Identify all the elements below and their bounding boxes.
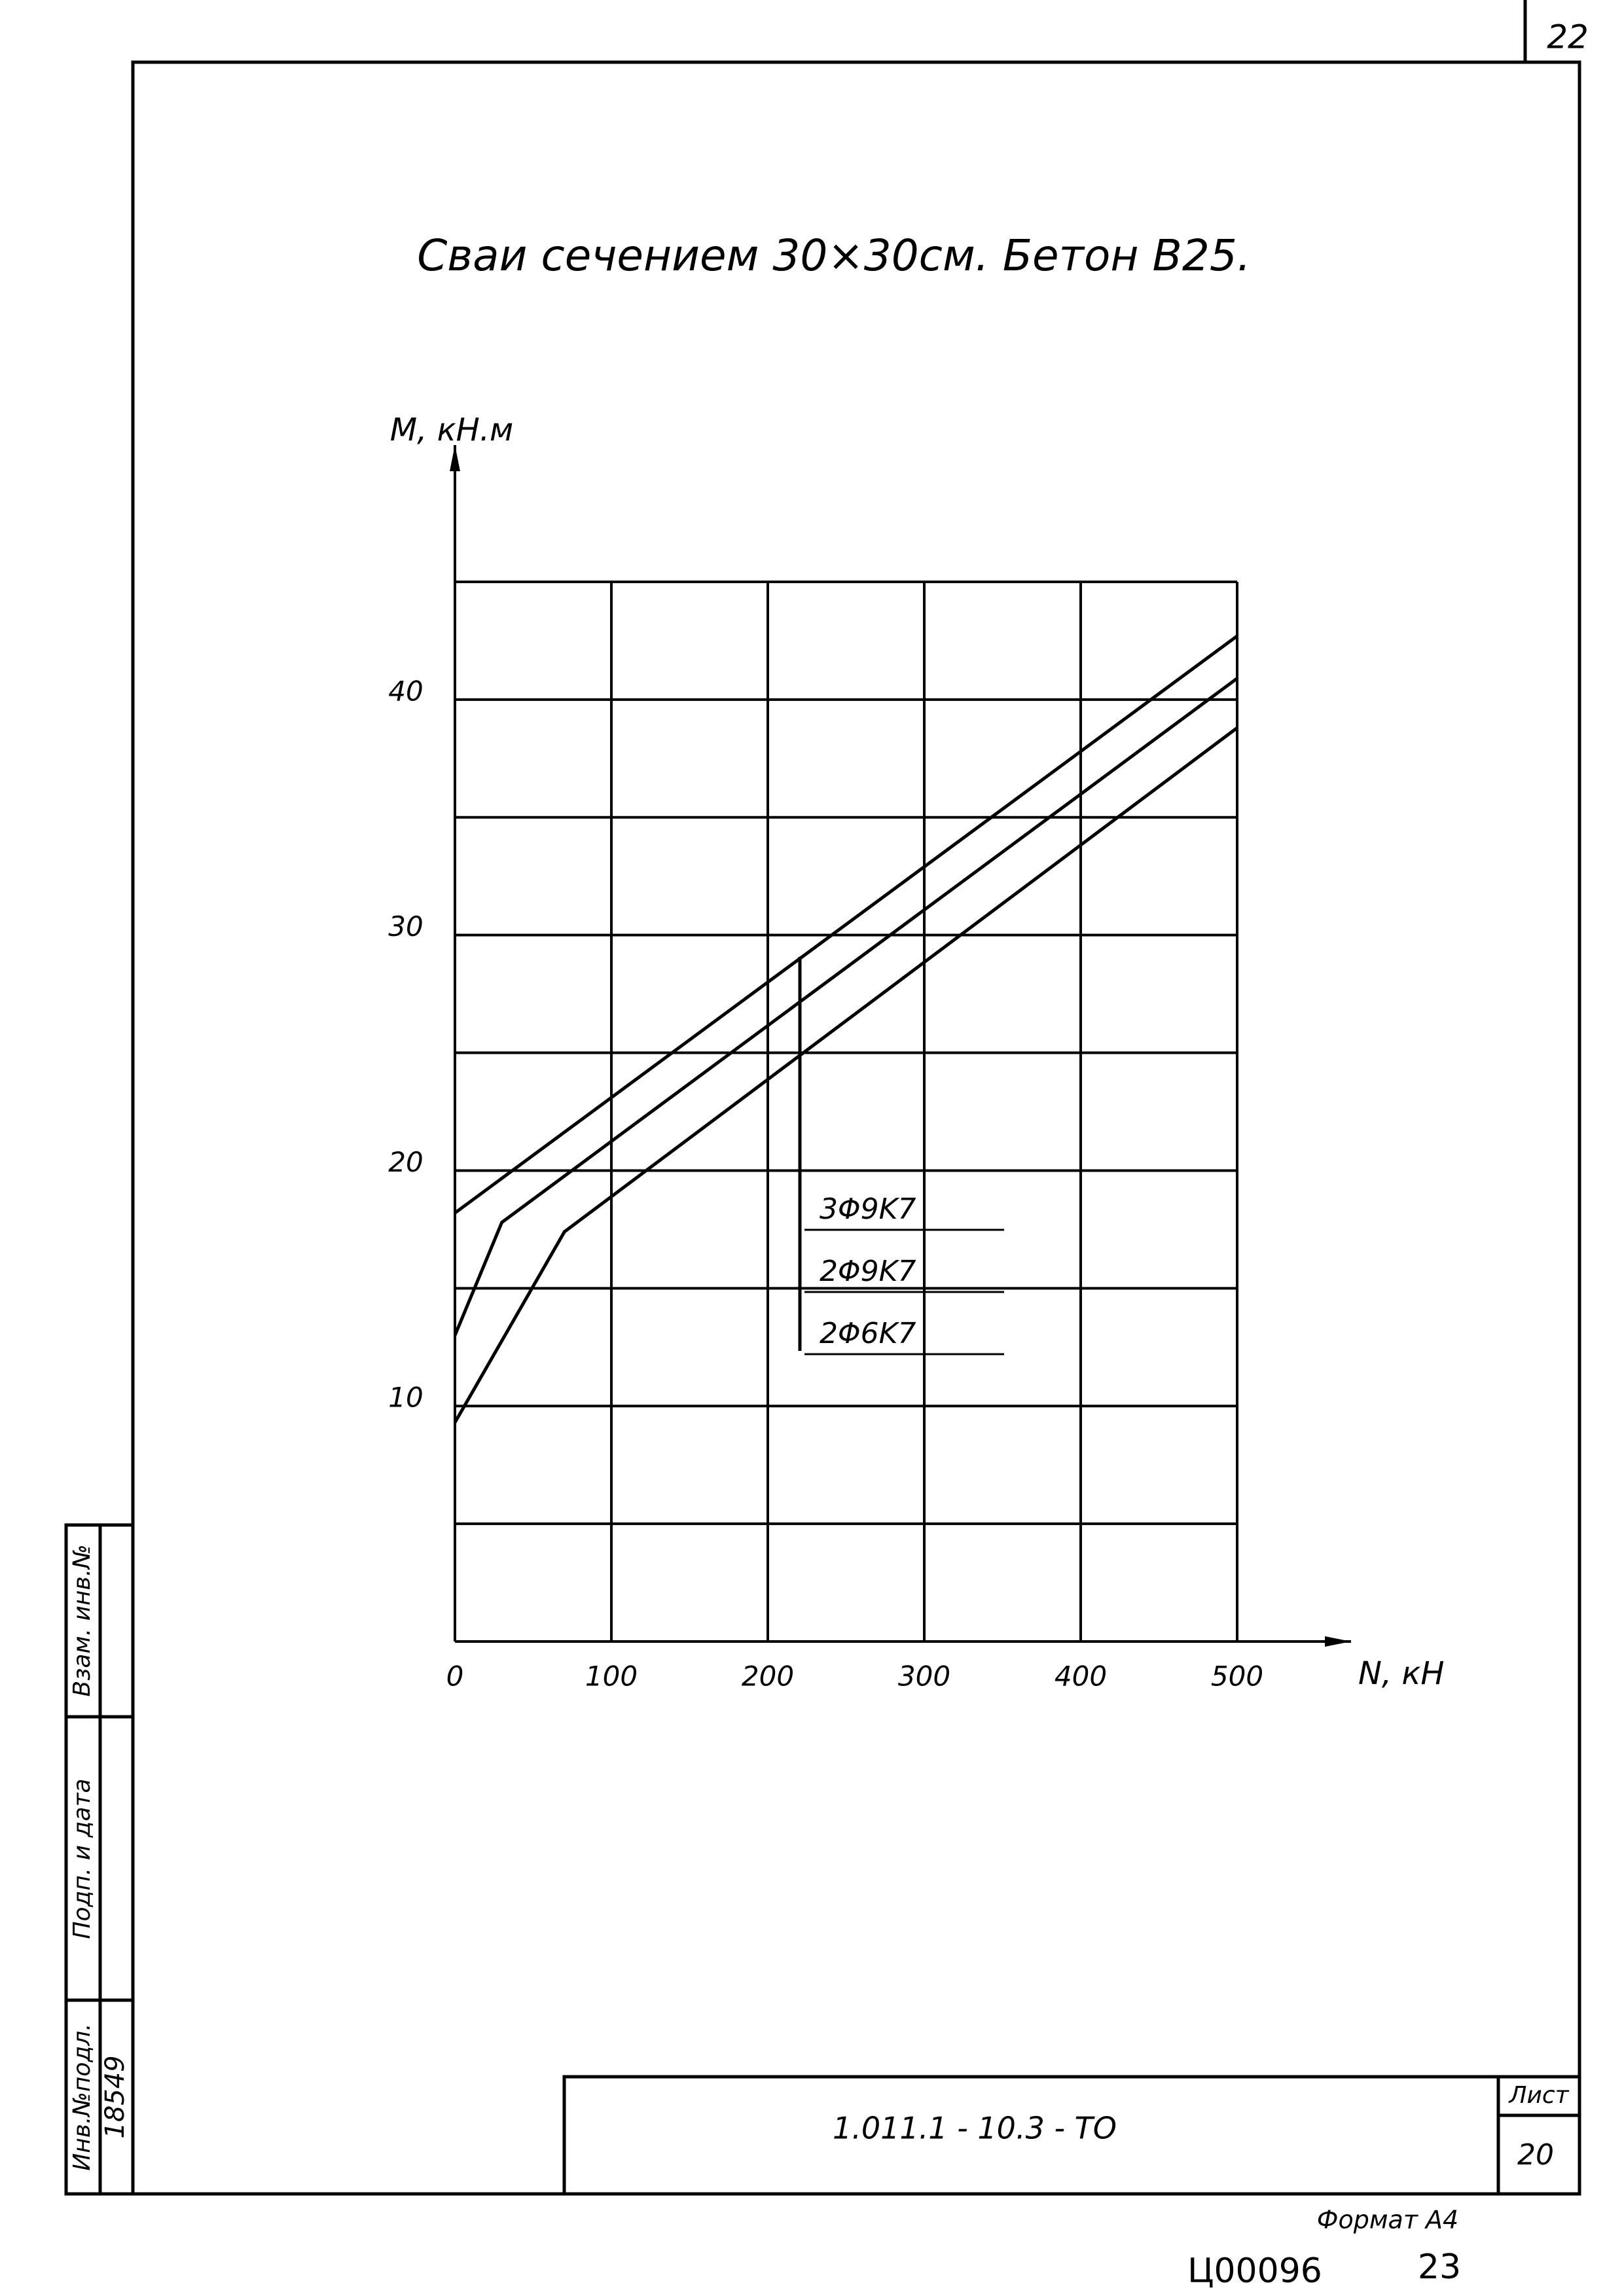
y-axis-arrow (450, 445, 460, 471)
stamp-label: Подп. и дата (69, 1778, 96, 1939)
x-tick-label: 0 (446, 1660, 464, 1693)
y-tick-label: 40 (388, 675, 423, 707)
x-axis-label: N, кН (1358, 1655, 1445, 1692)
legend-label: 3Φ9K7 (820, 1193, 916, 1226)
stamp-label: Инв.№подл. (69, 2023, 96, 2170)
x-axis-arrow (1325, 1636, 1351, 1647)
series-line (454, 634, 1238, 1215)
format: Формат А4 (1317, 2206, 1458, 2234)
x-tick-label: 200 (742, 1660, 794, 1693)
sheet-label: Лист (1507, 2082, 1569, 2109)
page-number: 22 (1547, 18, 1589, 56)
y-axis-label: M, кН.м (390, 412, 513, 448)
chart-title: Сваи сечением 30×30см. Бетон B25. (417, 230, 1251, 281)
document-code: 1.011.1 - 10.3 - ТО (833, 2111, 1117, 2146)
sheet-number: 20 (1517, 2138, 1554, 2172)
y-tick-label: 30 (388, 910, 423, 942)
stamp-label: Взам. инв.№ (69, 1545, 96, 1697)
x-tick-label: 300 (898, 1660, 950, 1693)
archive-page: 23 (1418, 2248, 1461, 2287)
stamp-value: 18549 (100, 2055, 130, 2138)
y-tick-label: 10 (388, 1382, 423, 1414)
series-line (453, 726, 1238, 1424)
y-tick-label: 20 (388, 1146, 423, 1178)
title-block (562, 2075, 1581, 2196)
legend-label: 2Φ6K7 (820, 1317, 916, 1350)
legend-label: 2Φ9K7 (820, 1255, 916, 1288)
x-tick-label: 500 (1211, 1660, 1263, 1693)
x-tick-label: 100 (585, 1660, 638, 1693)
archive-code: Ц00096 (1187, 2251, 1322, 2291)
series-line (453, 677, 1238, 1336)
x-tick-label: 400 (1055, 1660, 1107, 1693)
frame (131, 60, 1581, 2196)
